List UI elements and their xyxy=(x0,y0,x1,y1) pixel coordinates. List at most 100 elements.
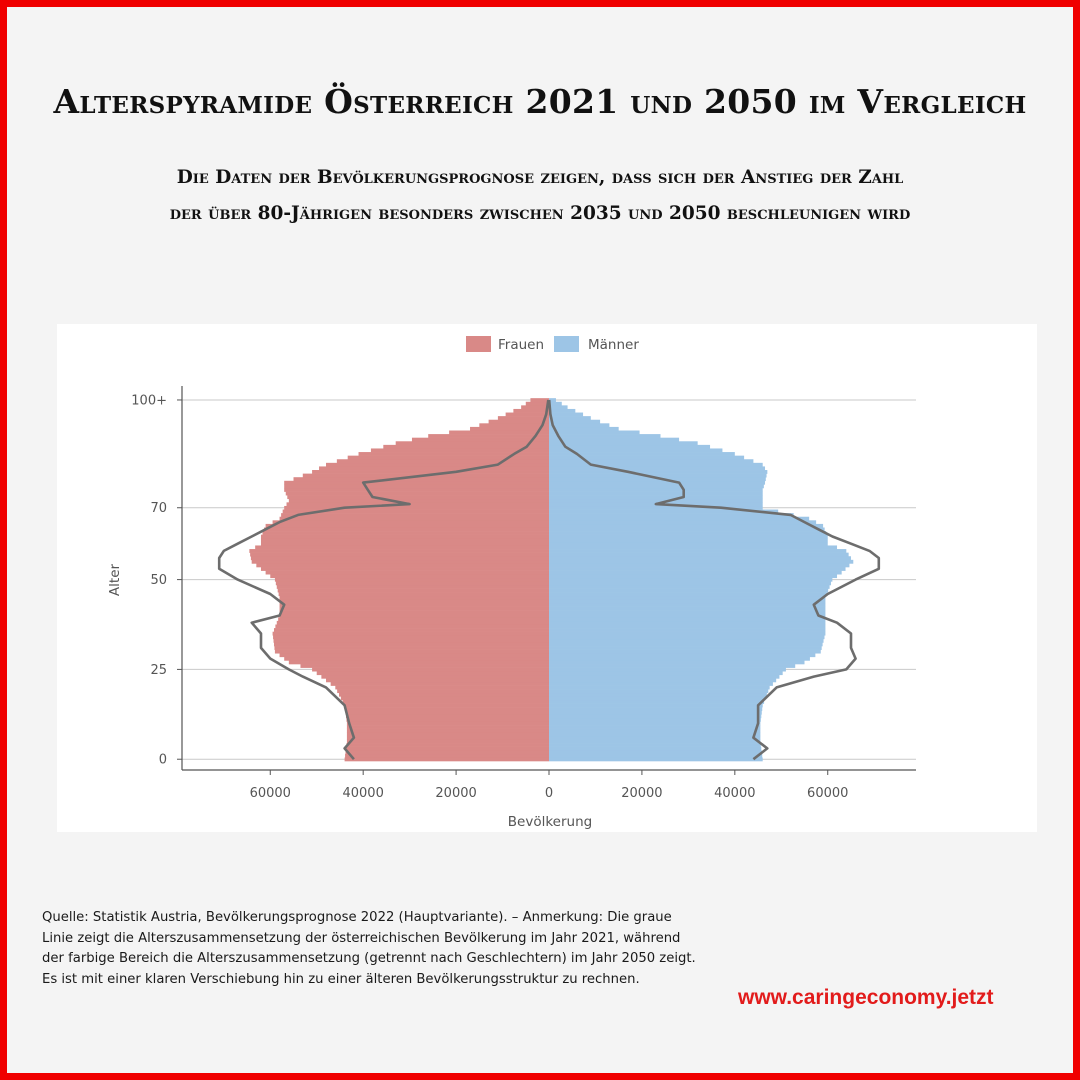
bar-frauen-age-7 xyxy=(346,732,549,737)
bar-frauen-age-86 xyxy=(370,448,549,453)
bar-frauen-age-62 xyxy=(260,534,549,539)
bar-maenner-age-89 xyxy=(549,437,680,442)
bar-frauen-age-40 xyxy=(279,613,549,618)
chart-svg: Frauen Männer 0 25 50 70 100+ 60000 40000 2000… xyxy=(107,336,916,830)
bar-maenner-age-48 xyxy=(549,584,830,589)
bar-maenner-age-55 xyxy=(549,559,854,564)
bar-frauen-age-18 xyxy=(339,692,549,697)
bar-frauen-age-72 xyxy=(288,498,549,503)
bar-maenner-age-98 xyxy=(549,405,568,410)
bar-frauen-age-64 xyxy=(264,527,549,532)
bar-frauen-age-26 xyxy=(300,664,549,668)
bar-maenner-age-63 xyxy=(549,531,827,535)
source-note: Quelle: Statistik Austria, Bevölkerungsp… xyxy=(42,908,702,990)
y-tick-label-100+: 100+ xyxy=(131,393,167,408)
bar-frauen-age-35 xyxy=(272,631,549,636)
bar-frauen-age-85 xyxy=(358,452,549,456)
bar-maenner-age-72 xyxy=(549,498,763,503)
bar-frauen-age-75 xyxy=(284,487,549,492)
bar-maenner-age-68 xyxy=(549,513,794,518)
bar-maenner-age-83 xyxy=(549,459,754,464)
y-tick-label-70: 70 xyxy=(150,501,167,516)
bar-frauen-age-34 xyxy=(273,635,549,640)
bar-maenner-age-40 xyxy=(549,613,826,618)
bar-frauen-age-69 xyxy=(282,509,549,514)
bar-maenner-age-7 xyxy=(549,732,761,737)
bar-maenner-age-23 xyxy=(549,674,780,679)
bar-maenner-age-21 xyxy=(549,681,773,686)
bar-frauen-age-44 xyxy=(279,599,549,604)
bar-frauen-age-92 xyxy=(470,426,549,431)
x-axis-label: Bevölkerung xyxy=(508,814,592,830)
bar-maenner-age-22 xyxy=(549,678,777,683)
bar-frauen-age-78 xyxy=(293,477,549,482)
bar-frauen-age-16 xyxy=(342,699,549,704)
y-tick-label-0: 0 xyxy=(159,753,167,768)
bar-frauen-age-19 xyxy=(337,689,549,694)
bar-maenner-age-5 xyxy=(549,739,761,744)
bar-maenner-age-80 xyxy=(549,470,768,474)
bar-frauen-age-58 xyxy=(249,549,549,553)
x-tick-label-2: 20000 xyxy=(435,786,476,801)
bar-maenner-age-14 xyxy=(549,707,763,712)
bar-frauen-age-74 xyxy=(285,491,549,496)
bar-maenner-age-1 xyxy=(549,753,763,758)
bar-maenner-age-62 xyxy=(549,534,828,539)
bar-maenner-age-75 xyxy=(549,487,763,492)
bar-maenner-age-49 xyxy=(549,581,831,586)
bar-maenner-age-28 xyxy=(549,656,810,661)
bar-maenner-age-58 xyxy=(549,549,847,553)
bar-maenner-age-8 xyxy=(549,728,761,733)
y-tick-label-50: 50 xyxy=(150,573,167,588)
bar-maenner-age-43 xyxy=(549,602,826,607)
bar-frauen-age-20 xyxy=(335,685,549,690)
bar-maenner-age-44 xyxy=(549,599,826,604)
bar-frauen-age-6 xyxy=(346,735,549,740)
bar-maenner-age-2 xyxy=(549,750,762,755)
bar-maenner-age-52 xyxy=(549,570,842,575)
x-tick-label-3: 0 xyxy=(545,786,553,801)
bar-maenner-age-27 xyxy=(549,660,805,665)
bar-maenner-age-91 xyxy=(549,430,640,435)
bar-frauen-age-57 xyxy=(250,552,550,557)
bar-frauen-age-30 xyxy=(274,649,549,654)
bar-frauen-age-36 xyxy=(273,628,549,632)
bar-maenner-age-88 xyxy=(549,441,698,446)
bar-frauen-age-10 xyxy=(346,721,549,726)
bar-maenner-age-33 xyxy=(549,638,824,643)
bar-frauen-age-0 xyxy=(344,757,549,762)
bar-maenner-age-15 xyxy=(549,703,763,708)
bar-frauen-age-15 xyxy=(344,703,549,708)
website-link[interactable]: www.caringeconomy.jetzt xyxy=(738,986,994,1009)
bar-frauen-age-2 xyxy=(345,750,549,755)
bar-maenner-age-81 xyxy=(549,466,766,471)
bar-maenner-age-95 xyxy=(549,416,591,421)
bar-maenner-age-3 xyxy=(549,746,762,751)
bar-maenner-age-53 xyxy=(549,567,846,571)
bar-frauen-age-32 xyxy=(273,642,549,647)
bar-maenner-age-73 xyxy=(549,495,763,500)
legend-label-maenner: Männer xyxy=(588,337,639,353)
bar-frauen-age-98 xyxy=(521,405,549,410)
bar-maenner-age-6 xyxy=(549,735,761,740)
bar-maenner-age-85 xyxy=(549,452,735,456)
bar-frauen-age-23 xyxy=(321,674,549,679)
bar-maenner-age-42 xyxy=(549,606,826,611)
bar-frauen-age-67 xyxy=(279,516,549,521)
bar-maenner-age-45 xyxy=(549,595,826,600)
bar-frauen-age-56 xyxy=(250,556,549,561)
bar-maenner-age-57 xyxy=(549,552,849,557)
bar-frauen-age-38 xyxy=(276,620,549,625)
bar-frauen-age-3 xyxy=(345,746,549,751)
bar-maenner-age-74 xyxy=(549,491,763,496)
bar-maenner-age-69 xyxy=(549,509,779,514)
bar-maenner-age-25 xyxy=(549,667,786,672)
bar-frauen-age-1 xyxy=(345,753,549,758)
bar-frauen-age-14 xyxy=(345,707,549,712)
bar-maenner-age-51 xyxy=(549,574,838,579)
subtitle-line-1: Die Daten der Bevölkerungsprognose zeige… xyxy=(176,167,904,188)
bar-frauen-age-87 xyxy=(383,444,549,449)
bar-frauen-age-11 xyxy=(346,717,549,722)
bar-maenner-age-99 xyxy=(549,401,562,406)
bar-frauen-age-83 xyxy=(336,459,549,464)
